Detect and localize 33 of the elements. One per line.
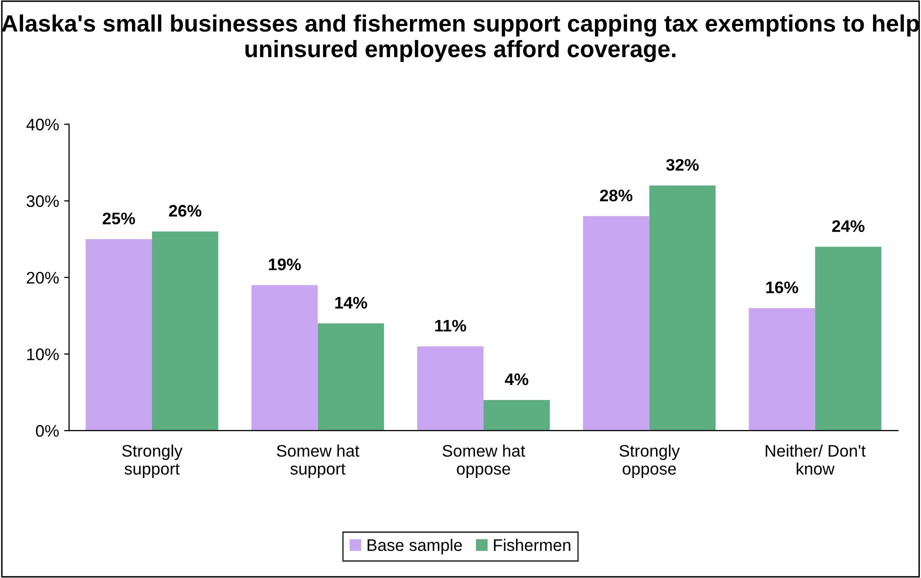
bar <box>815 246 882 431</box>
y-tick-label: 10% <box>27 348 59 360</box>
bar <box>582 216 650 431</box>
legend-label: Base sample <box>368 538 462 554</box>
data-label: 25% <box>102 212 136 224</box>
y-tick-label: 0% <box>36 425 59 437</box>
data-label: 28% <box>600 190 632 202</box>
data-label: 32% <box>666 158 699 171</box>
data-label: 14% <box>335 296 368 309</box>
x-tick-label: Somew hat oppose <box>442 444 526 478</box>
x-tick-label: Somew hat support <box>276 444 360 478</box>
legend-label: Fishermen <box>494 538 570 552</box>
bar <box>318 323 384 431</box>
data-label: 11% <box>435 320 466 332</box>
data-label: 26% <box>169 204 202 217</box>
x-tick-label: Strongly support <box>122 444 183 478</box>
bar <box>748 308 816 431</box>
data-label: 4% <box>504 373 528 386</box>
bar <box>251 285 318 431</box>
bar <box>649 186 716 431</box>
bar <box>417 346 484 431</box>
x-tick-label: Strongly oppose <box>619 444 680 478</box>
bar <box>86 239 152 431</box>
chart-title: Alaska's small businesses and fishermen support capping tax exemptions to help uninsured employees afford coverage. <box>2 14 919 62</box>
y-tick-label: 30% <box>26 195 59 208</box>
bar <box>152 231 218 431</box>
data-label: 16% <box>766 281 798 294</box>
x-tick-label: Neither/ Don't know <box>766 444 866 475</box>
data-label: 19% <box>268 258 301 270</box>
y-tick-label: 40% <box>26 118 59 130</box>
bar <box>484 400 550 431</box>
y-tick-label: 20% <box>26 272 59 284</box>
data-label: 24% <box>832 220 864 232</box>
